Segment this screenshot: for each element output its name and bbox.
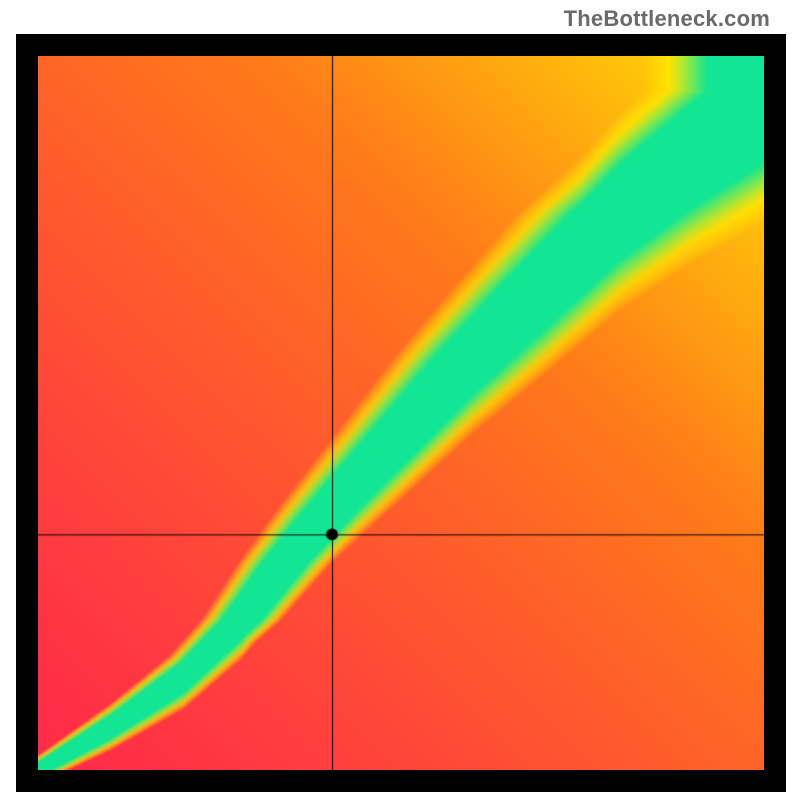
root: TheBottleneck.com [0, 0, 800, 800]
watermark-label: TheBottleneck.com [564, 6, 770, 32]
crosshair-overlay [38, 56, 764, 770]
plot-frame [16, 34, 786, 792]
